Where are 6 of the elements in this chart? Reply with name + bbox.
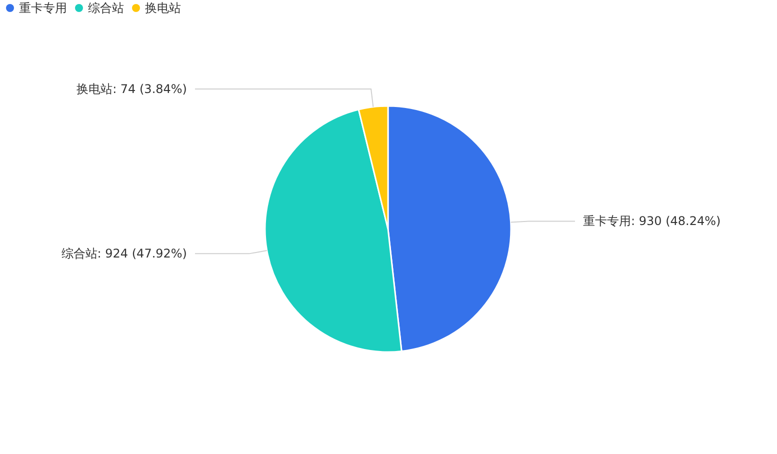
category-label: 综合站: 924 (47.92%) [61, 246, 187, 261]
legend-label: 换电站 [145, 1, 181, 15]
legend-label: 重卡专用 [19, 1, 67, 15]
category-label: 换电站: 74 (3.84%) [76, 82, 187, 96]
category-label: 重卡专用: 930 (48.24%) [583, 214, 721, 228]
legend-label: 综合站 [88, 1, 124, 15]
